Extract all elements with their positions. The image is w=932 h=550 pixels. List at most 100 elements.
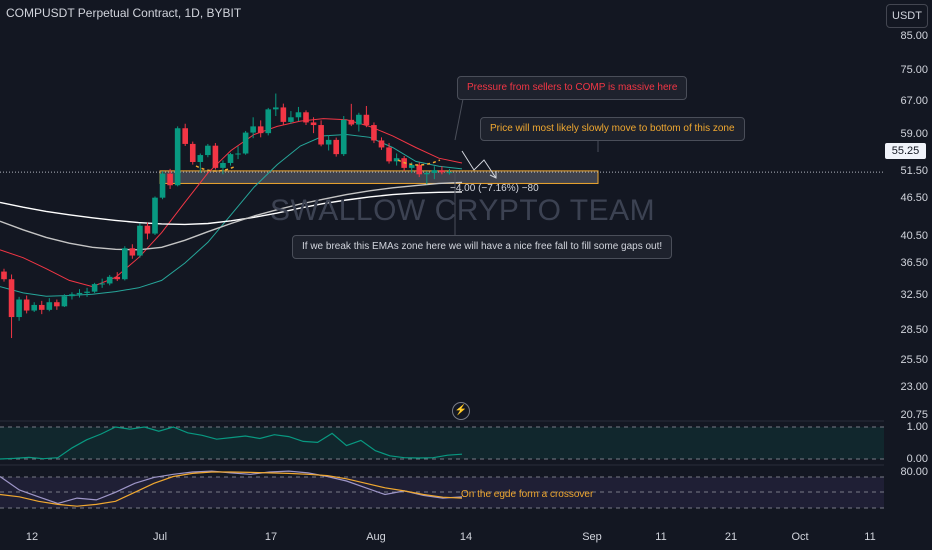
date-tick: 11 [655, 531, 667, 543]
candle-body [54, 302, 60, 307]
chart-title: COMPUSDT Perpetual Contract, 1D, BYBIT [6, 6, 242, 20]
price-tick: 51.50 [900, 165, 928, 177]
price-tick: 40.50 [900, 230, 928, 242]
price-tick: 67.00 [900, 95, 928, 107]
candle-body [16, 299, 22, 318]
candle-body [99, 283, 105, 285]
candle-body [189, 143, 196, 162]
candle-body [91, 284, 98, 292]
candle-body [46, 302, 53, 310]
candle-body [416, 164, 423, 175]
price-axis[interactable]: 85.00 75.00 67.00 59.00 51.50 46.50 40.5… [886, 0, 932, 550]
ema-break-callout[interactable]: If we break this EMAs zone here we will … [292, 235, 673, 259]
date-tick: 11 [864, 531, 876, 543]
sellers-pressure-callout[interactable]: Pressure from sellers to COMP is massive… [457, 76, 688, 100]
candle-body [386, 147, 392, 162]
candle-body [1, 271, 7, 280]
candle-body [227, 154, 234, 163]
date-tick: Oct [791, 531, 809, 543]
candle-body [303, 112, 309, 123]
candle-body [69, 294, 75, 297]
bottom-zone-callout[interactable]: Price will most likely slowly move to bo… [480, 117, 745, 141]
ema-grey-line [0, 181, 463, 251]
candle-body [378, 140, 385, 148]
candle-body [288, 117, 294, 122]
candle-body [174, 128, 181, 186]
oscillator-band [0, 427, 884, 459]
candle-body [122, 248, 128, 280]
price-tick: 36.50 [900, 257, 928, 269]
candle-body [348, 119, 355, 125]
candle-body [257, 126, 264, 134]
date-tick: 21 [724, 531, 738, 543]
candle-body [265, 109, 272, 134]
candle-body [159, 173, 166, 198]
measure-label: −4.00 (−7.16%) −80 [450, 183, 539, 194]
price-tick: 20.75 [900, 409, 928, 421]
price-tick: 25.50 [900, 354, 928, 366]
oscillator-line [0, 426, 463, 460]
candle-body [152, 197, 158, 234]
candle-body [38, 304, 45, 310]
candle-body [76, 292, 83, 295]
ema-green-line [0, 133, 463, 297]
price-tick: 75.00 [900, 64, 928, 76]
candle-body [446, 172, 453, 174]
date-tick: 17 [264, 531, 278, 543]
crossover-label: On the egde form a crossover [461, 489, 594, 500]
currency-button[interactable]: USDT [886, 4, 928, 28]
current-price-label: 55.25 [885, 143, 926, 159]
candle-body [340, 119, 347, 155]
candle-body [310, 122, 317, 126]
price-tick: 46.50 [900, 192, 928, 204]
stoch-d-line [0, 471, 463, 507]
candle-body [197, 155, 204, 162]
candle-body [431, 170, 438, 173]
candle-body [220, 162, 226, 168]
candle-body [242, 132, 249, 154]
candle-body [408, 164, 415, 168]
candle-body [235, 153, 241, 155]
watermark: SWALLOW CRYPTO TEAM [270, 194, 656, 227]
date-tick: 14 [459, 531, 473, 543]
ema-red-line [0, 118, 463, 288]
price-tick: 23.00 [900, 381, 928, 393]
date-tick: Jul [152, 531, 168, 543]
candle-body [84, 291, 90, 293]
candle-body [144, 225, 151, 234]
callout-pointer [454, 98, 464, 141]
candle-body [114, 276, 121, 280]
candle-body [250, 126, 256, 133]
candle-body [363, 114, 370, 126]
candle-body [31, 304, 37, 311]
date-tick: Sep [582, 531, 602, 543]
price-tick: 32.50 [900, 289, 928, 301]
stoch-k-line [0, 470, 463, 505]
support-zone [159, 170, 599, 184]
price-tick: 28.50 [900, 324, 928, 336]
indicator-tick: 0.00 [906, 453, 928, 465]
candle-body [167, 173, 173, 186]
price-tick: 85.00 [900, 30, 928, 42]
candle-body [393, 158, 400, 162]
projection-arrow [461, 150, 497, 179]
candle-body [273, 107, 279, 110]
ema-white-line [0, 191, 463, 226]
candle-body [333, 139, 339, 155]
candle-body [280, 107, 287, 122]
candle-body [356, 114, 362, 125]
candle-body [295, 112, 302, 118]
candle-body [205, 145, 211, 156]
candle-body [182, 128, 188, 144]
candle-body [106, 276, 113, 284]
lightning-icon[interactable]: ⚡ [452, 402, 470, 420]
candle-body [212, 145, 219, 168]
candle-body [129, 248, 136, 256]
price-tick: 59.00 [900, 128, 928, 140]
date-tick: Aug [366, 531, 386, 543]
candle-body [439, 170, 445, 173]
candle-body [424, 172, 430, 175]
candle-body [8, 279, 15, 318]
projection-arrow-head [489, 171, 497, 179]
